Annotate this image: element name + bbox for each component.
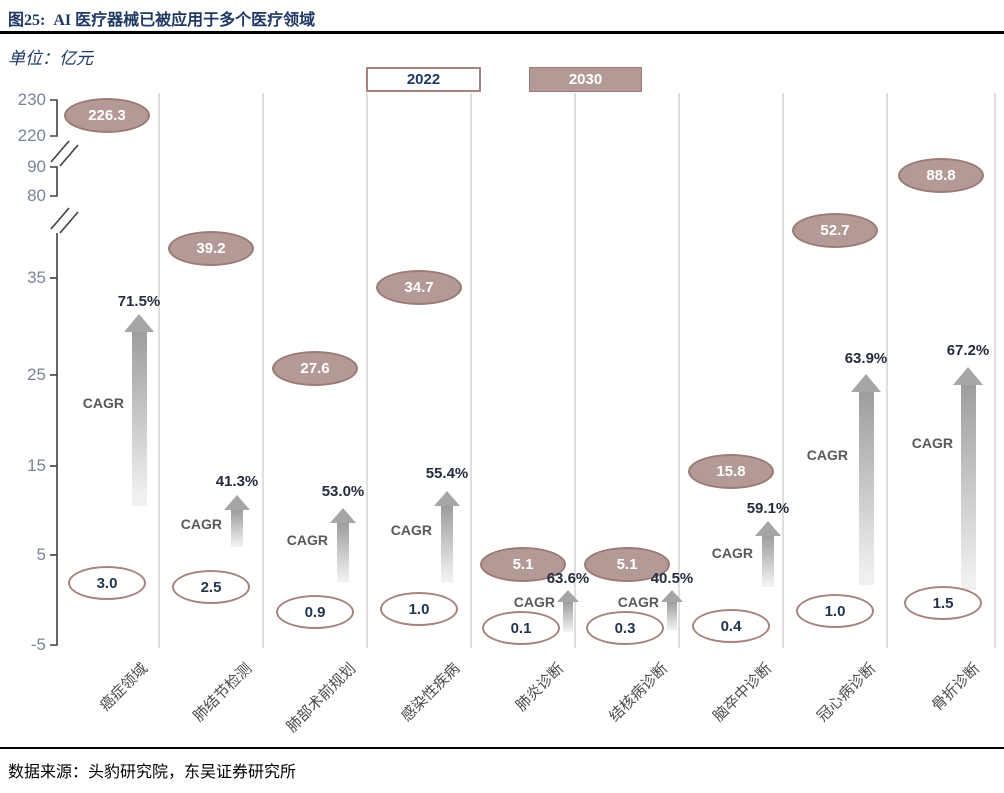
unit-label: 单位：亿元 xyxy=(8,49,93,68)
bubble-2030-pneumonia: 5.1 xyxy=(480,547,566,582)
cagr-label-lung-nodule: CAGR xyxy=(180,516,222,532)
y-tick-25: 25 xyxy=(27,365,46,384)
growth-arrow-icon xyxy=(557,590,579,632)
column-divider xyxy=(782,93,784,648)
y-tick-90: 90 xyxy=(27,157,46,176)
category-label-infectious: 感染性疾病 xyxy=(398,660,464,726)
bubble-2022-coronary: 1.0 xyxy=(796,594,874,628)
growth-arrow-icon xyxy=(124,314,154,506)
legend-item-2022: 2022 xyxy=(366,67,481,92)
bubble-2022-stroke: 0.4 xyxy=(692,609,770,643)
growth-arrow-icon xyxy=(755,521,781,587)
column-divider xyxy=(366,93,368,648)
cagr-label-infectious: CAGR xyxy=(390,522,432,538)
y-tick-5: 5 xyxy=(36,545,46,564)
category-label-cancer: 癌症领域 xyxy=(96,660,152,715)
y-tick-neg5: -5 xyxy=(30,635,46,654)
cagr-value-infectious: 55.4% xyxy=(425,465,469,482)
growth-arrow-icon xyxy=(434,491,460,582)
category-label-fracture: 骨折诊断 xyxy=(928,660,984,715)
column-divider xyxy=(470,93,472,648)
bubble-2022-lung-presurgery: 0.9 xyxy=(276,595,354,629)
cagr-value-lung-presurgery: 53.0% xyxy=(321,483,365,500)
column-divider xyxy=(678,93,680,648)
bubble-2022-fracture: 1.5 xyxy=(904,586,982,620)
footer-divider xyxy=(0,747,1004,749)
bubble-2022-pneumonia: 0.1 xyxy=(482,611,560,645)
figure-title-bar: 图25: AI 医疗器械已被应用于多个医疗领域 xyxy=(0,0,1004,34)
bubble-2030-infectious: 34.7 xyxy=(376,270,462,305)
bubble-2030-coronary: 52.7 xyxy=(792,213,878,248)
cagr-label-lung-presurgery: CAGR xyxy=(286,532,328,548)
cagr-value-cancer: 71.5% xyxy=(117,293,161,310)
category-label-stroke: 脑卒中诊断 xyxy=(710,660,776,726)
bubble-2030-lung-nodule: 39.2 xyxy=(168,231,254,266)
bubble-2030-stroke: 15.8 xyxy=(688,454,774,489)
y-tick-230: 230 xyxy=(17,90,46,109)
category-label-coronary: 冠心病诊断 xyxy=(814,660,880,726)
growth-arrow-icon xyxy=(661,590,683,630)
legend-item-2030: 2030 xyxy=(529,67,642,92)
category-label-tuberculosis: 结核病诊断 xyxy=(606,660,672,726)
category-label-pneumonia: 肺炎诊断 xyxy=(512,660,568,715)
y-tick-35: 35 xyxy=(27,268,46,287)
column-divider xyxy=(158,93,160,648)
cagr-label-fracture: CAGR xyxy=(911,435,953,451)
cagr-label-cancer: CAGR xyxy=(82,395,124,411)
growth-arrow-icon xyxy=(953,367,983,590)
bubble-2022-infectious: 1.0 xyxy=(380,592,458,626)
column-divider xyxy=(262,93,264,648)
bubble-2022-cancer: 3.0 xyxy=(68,566,146,600)
data-source: 数据来源：头豹研究院，东吴证券研究所 xyxy=(8,764,297,781)
cagr-value-coronary: 63.9% xyxy=(844,350,888,367)
cagr-label-pneumonia: CAGR xyxy=(513,594,555,610)
column-divider xyxy=(574,93,576,648)
growth-arrow-icon xyxy=(224,495,250,547)
growth-arrow-icon xyxy=(330,508,356,582)
cagr-value-stroke: 59.1% xyxy=(746,500,790,517)
column-divider xyxy=(886,93,888,648)
bubble-2030-cancer: 226.3 xyxy=(64,98,150,133)
cagr-label-tuberculosis: CAGR xyxy=(617,594,659,610)
bubble-2030-fracture: 88.8 xyxy=(898,158,984,193)
bubble-2022-tuberculosis: 0.3 xyxy=(586,611,664,645)
cagr-value-tuberculosis: 40.5% xyxy=(650,570,694,587)
growth-arrow-icon xyxy=(851,374,881,585)
y-tick-15: 15 xyxy=(27,456,46,475)
column-divider xyxy=(994,93,996,648)
bubble-2022-lung-nodule: 2.5 xyxy=(172,570,250,604)
cagr-value-pneumonia: 63.6% xyxy=(546,570,590,587)
cagr-value-fracture: 67.2% xyxy=(946,342,990,359)
category-label-lung-presurgery: 肺部术前规划 xyxy=(283,660,360,736)
bubble-2030-lung-presurgery: 27.6 xyxy=(272,351,358,386)
cagr-value-lung-nodule: 41.3% xyxy=(215,473,259,490)
figure-title: 图25: AI 医疗器械已被应用于多个医疗领域 xyxy=(8,12,316,29)
cagr-label-stroke: CAGR xyxy=(711,545,753,561)
y-tick-80: 80 xyxy=(27,186,46,205)
bubble-2030-tuberculosis: 5.1 xyxy=(584,547,670,582)
y-tick-220: 220 xyxy=(17,126,46,145)
category-label-lung-nodule: 肺结节检测 xyxy=(190,660,256,726)
cagr-label-coronary: CAGR xyxy=(806,447,848,463)
